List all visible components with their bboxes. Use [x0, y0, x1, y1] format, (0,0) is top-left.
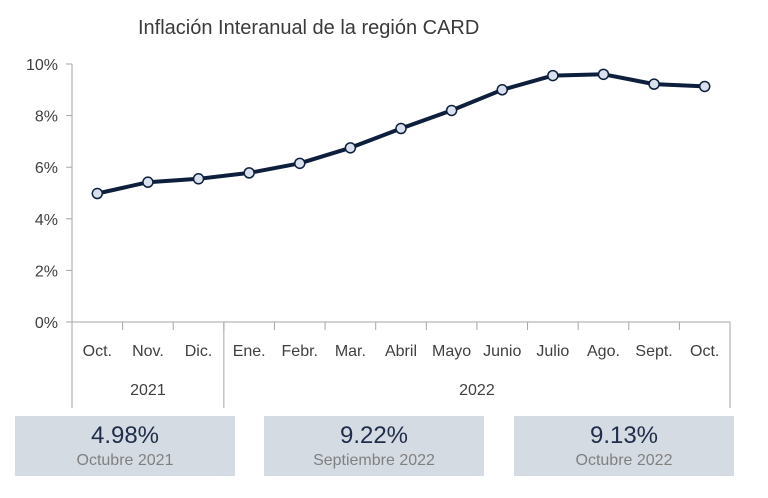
- stat-box-sep-2022: 9.22% Septiembre 2022: [264, 416, 484, 476]
- data-point: [294, 157, 306, 170]
- year-group-label: 2022: [459, 382, 495, 399]
- data-point: [91, 187, 104, 200]
- data-point: [243, 167, 255, 179]
- stat-box-oct-2022: 9.13% Octubre 2022: [514, 416, 734, 476]
- stat-value: 9.13%: [589, 422, 659, 449]
- stat-value: 4.98%: [90, 422, 160, 449]
- y-tick-label: 2%: [35, 263, 58, 280]
- y-tick-label: 8%: [35, 109, 58, 126]
- data-point: [496, 84, 508, 96]
- data-point: [698, 80, 711, 93]
- stat-box-oct-2021: 4.98% Octubre 2021: [15, 416, 235, 476]
- data-point: [395, 122, 407, 135]
- x-category-label: Mar.: [335, 343, 366, 360]
- x-category-label: Abril: [385, 343, 417, 360]
- x-category-label: Ago.: [587, 343, 620, 360]
- x-category-label: Sept.: [635, 343, 672, 360]
- inflation-chart: Inflación Interanual de la región CARD 0…: [26, 17, 731, 408]
- year-group-label: 2021: [130, 382, 166, 399]
- x-category-label: Dic.: [185, 343, 213, 360]
- x-category-label: Julio: [536, 343, 569, 360]
- stat-label: Octubre 2022: [575, 452, 673, 469]
- data-point: [192, 173, 205, 185]
- stat-value: 9.22%: [339, 422, 409, 449]
- data-point: [445, 104, 458, 117]
- x-category-label: Nov.: [132, 343, 164, 360]
- x-category-label: Junio: [483, 343, 521, 360]
- stat-label: Octubre 2021: [76, 452, 174, 469]
- y-tick-label: 10%: [26, 57, 58, 74]
- data-point: [597, 68, 610, 81]
- data-point: [547, 69, 559, 82]
- y-tick-label: 4%: [35, 212, 58, 229]
- data-point: [648, 78, 660, 90]
- y-tick-label: 6%: [35, 160, 58, 177]
- stat-label: Septiembre 2022: [313, 452, 435, 469]
- x-category-label: Febr.: [282, 343, 318, 360]
- data-point: [142, 176, 154, 188]
- x-category-label: Ene.: [233, 343, 266, 360]
- x-category-label: Mayo: [432, 343, 471, 360]
- y-tick-label: 0%: [35, 315, 58, 332]
- x-category-label: Oct.: [690, 343, 719, 360]
- data-point: [344, 142, 357, 154]
- chart-title: Inflación Interanual de la región CARD: [138, 17, 479, 39]
- x-category-label: Oct.: [83, 343, 112, 360]
